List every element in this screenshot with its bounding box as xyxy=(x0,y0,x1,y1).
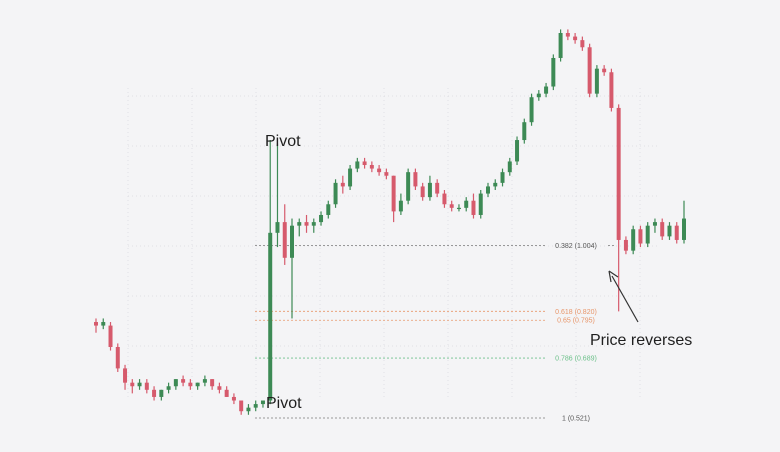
candle-down xyxy=(391,175,396,212)
candle-down xyxy=(152,389,157,397)
candle-up xyxy=(456,207,461,210)
candle-up xyxy=(551,57,556,87)
annotations: Pivot Pivot Price reverses xyxy=(265,133,692,412)
candle-up xyxy=(544,86,549,94)
candle-up xyxy=(529,97,534,123)
candle-down xyxy=(362,161,367,166)
candle-up xyxy=(260,400,265,405)
candle-down xyxy=(609,72,614,108)
candle-up xyxy=(246,407,251,412)
candle-down xyxy=(123,368,128,383)
price-reverses-label: Price reverses xyxy=(590,332,692,349)
fib-level-label: 0.382 (1.004) xyxy=(555,243,597,250)
candle-up xyxy=(173,379,178,387)
candle-up xyxy=(631,229,636,251)
candle-down xyxy=(210,379,215,387)
candle-down xyxy=(224,389,229,397)
candle-up xyxy=(558,33,563,58)
fib-level-label: 0.65 (0.795) xyxy=(557,318,595,325)
pivot-high-label: Pivot xyxy=(265,133,301,150)
candle-up xyxy=(202,379,207,383)
fib-level-label: 0.618 (0.820) xyxy=(555,309,597,316)
candle-down xyxy=(623,239,628,251)
candle-down xyxy=(602,68,607,73)
candle-up xyxy=(319,214,324,223)
candle-up xyxy=(275,222,280,233)
fib-levels: 0.382 (1.004) 0.618 (0.820) 0.65 (0.795) 0.… xyxy=(255,243,616,423)
candle-down xyxy=(573,36,578,41)
candle-up xyxy=(311,222,316,226)
candle-up xyxy=(348,168,353,187)
candle-up xyxy=(652,222,657,226)
candle-down xyxy=(377,168,382,173)
candles xyxy=(94,29,686,415)
candle-up xyxy=(253,404,258,408)
candle-up xyxy=(522,122,527,141)
candle-up xyxy=(166,386,171,390)
candle-down xyxy=(369,165,374,169)
candle-up xyxy=(355,161,360,169)
candle-down xyxy=(282,222,287,258)
candle-down xyxy=(231,396,236,401)
candle-down xyxy=(181,379,186,383)
candle-down xyxy=(449,204,454,208)
candle-up xyxy=(507,161,512,173)
grid xyxy=(127,88,660,400)
candle-down xyxy=(188,382,193,387)
candle-up xyxy=(297,222,302,226)
candle-down xyxy=(413,172,418,187)
candle-down xyxy=(638,229,643,244)
candle-down xyxy=(115,346,120,369)
pivot-low-label: Pivot xyxy=(266,395,302,412)
candle-up xyxy=(536,93,541,98)
candle-down xyxy=(580,40,585,48)
candle-down xyxy=(660,222,665,237)
candle-down xyxy=(304,222,309,226)
candle-up xyxy=(493,182,498,187)
candle-down xyxy=(94,322,98,326)
candle-up xyxy=(268,232,273,401)
candle-up xyxy=(290,225,294,258)
candle-up xyxy=(486,186,490,194)
candle-down xyxy=(471,200,476,215)
candle-up xyxy=(195,382,200,387)
candle-down xyxy=(108,325,113,347)
candle-up xyxy=(427,182,432,198)
candle-up xyxy=(645,225,650,244)
candle-up xyxy=(478,193,483,215)
candle-down xyxy=(587,47,592,94)
candle-up xyxy=(594,68,599,94)
candle-down xyxy=(239,400,244,412)
candle-up xyxy=(159,389,164,397)
candle-up xyxy=(515,140,520,162)
candle-down xyxy=(674,225,679,240)
reversal-arrow-head xyxy=(608,270,619,283)
candle-up xyxy=(406,172,411,201)
candle-down xyxy=(217,386,222,390)
fib-level-label: 0.786 (0.689) xyxy=(555,356,597,363)
candle-up xyxy=(667,225,672,237)
candle-up xyxy=(101,322,106,326)
candle-up xyxy=(137,382,142,387)
candle-down xyxy=(340,182,345,187)
candle-up xyxy=(326,204,331,215)
candle-up xyxy=(333,182,338,205)
candle-down xyxy=(442,193,447,205)
candle-up xyxy=(464,200,469,208)
candle-up xyxy=(500,172,505,183)
candle-down xyxy=(144,382,149,390)
candle-down xyxy=(384,172,389,176)
candle-down xyxy=(130,382,135,387)
candle-up xyxy=(398,200,403,212)
candle-down xyxy=(616,107,621,240)
candle-down xyxy=(565,33,570,37)
fib-level-label: 1 (0.521) xyxy=(562,416,590,423)
candle-up xyxy=(682,218,686,240)
candle-down xyxy=(420,186,425,198)
candle-down xyxy=(435,182,440,194)
reversal-arrow-shaft xyxy=(611,275,639,323)
